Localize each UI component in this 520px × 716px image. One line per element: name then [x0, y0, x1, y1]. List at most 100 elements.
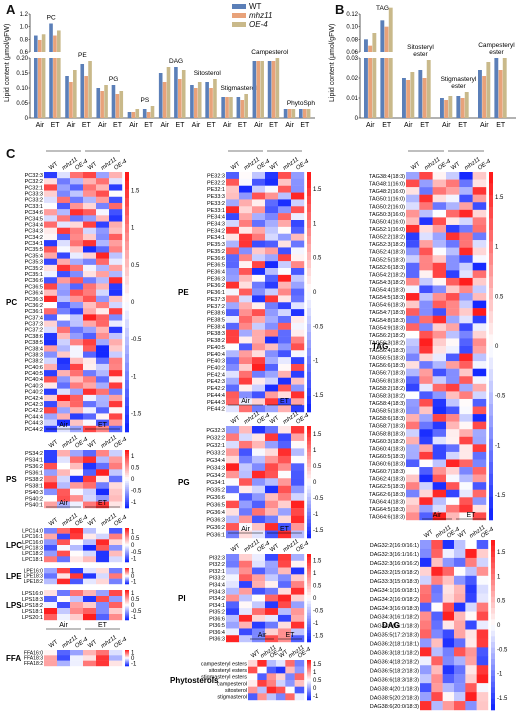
heatmap-cell	[96, 545, 110, 551]
scale-cell	[489, 276, 493, 289]
heatmap-cell	[83, 233, 97, 241]
scale-cell	[125, 459, 129, 462]
y-tick-label: 0.08	[346, 37, 358, 43]
bar	[287, 109, 292, 118]
scale-cell	[125, 570, 129, 571]
scale-cell	[489, 322, 493, 335]
heatmap-cell	[252, 254, 266, 262]
heatmap-cell	[226, 336, 240, 344]
row-label: PC42:2	[25, 408, 43, 414]
scale-cell	[125, 542, 129, 545]
row-label: DAG38:6(20:0/18:3)	[370, 704, 419, 710]
scale-cell	[125, 494, 129, 497]
heatmap-cell	[459, 346, 473, 354]
heatmap-cell	[291, 581, 305, 589]
heatmap-cell	[265, 384, 279, 392]
heatmap-cell	[226, 614, 240, 622]
heatmap-cell	[278, 554, 292, 561]
scale-cell	[125, 650, 129, 652]
group-label: Campesteryl	[478, 42, 515, 49]
scale-cell	[125, 602, 129, 604]
heatmap-cell	[44, 277, 58, 284]
scale-cell	[491, 608, 495, 614]
row-label: TAG60:6(18:3)	[369, 462, 405, 468]
row-label: PC38:4	[25, 346, 43, 352]
row-label: campesteryl esters	[201, 661, 247, 667]
row-label: TAG60:3(18:2)	[369, 439, 405, 445]
heatmap-cell	[419, 361, 433, 369]
scale-cell	[307, 404, 311, 413]
heatmap-cell	[44, 178, 58, 185]
row-label: LPC18:1	[22, 557, 43, 563]
x-tick-label: ET	[238, 122, 248, 129]
heatmap-cell	[44, 209, 58, 216]
heatmap-cell	[226, 343, 240, 351]
heatmap-cell	[109, 488, 123, 496]
scale-cell	[307, 639, 311, 643]
row-label: PS34:2	[25, 451, 43, 457]
row-label: LPS20:1	[22, 615, 43, 621]
heatmap-cell	[226, 448, 240, 457]
heatmap-cell	[291, 567, 305, 575]
scale-cell	[489, 172, 493, 184]
heatmap-cell	[432, 187, 447, 195]
scale-cell	[125, 548, 129, 550]
row-label: PG35:2	[206, 488, 225, 494]
heatmap-cell	[291, 384, 305, 392]
scale-tick: -1	[313, 359, 319, 365]
heatmap-cell	[476, 611, 489, 621]
heatmap-cell	[278, 581, 292, 589]
heatmap-cell	[406, 308, 420, 316]
group-label-air: Air	[59, 422, 68, 429]
scale-cell	[125, 484, 129, 488]
scale-cell	[307, 694, 311, 697]
heatmap-cell	[406, 217, 420, 226]
heatmap-cell	[406, 504, 420, 513]
heatmap-cell	[83, 314, 97, 321]
bar-lower	[368, 58, 373, 118]
heatmap-cell	[291, 530, 305, 539]
heatmap-cell	[431, 620, 443, 630]
scale-cell	[125, 572, 129, 574]
heatmap-cell	[96, 295, 110, 303]
heatmap-cell	[70, 178, 84, 185]
bar	[291, 109, 296, 118]
heatmap-cell	[278, 309, 292, 317]
scale-cell	[125, 583, 129, 585]
scale-tick: 0.5	[495, 294, 504, 300]
heatmap-cell	[431, 701, 443, 711]
scale-cell	[489, 195, 493, 208]
heatmap-cell	[446, 217, 460, 226]
bar	[41, 34, 46, 52]
heatmap-title: LPC	[6, 541, 22, 550]
heatmap-cell	[70, 388, 84, 396]
heatmap-cell	[252, 523, 266, 531]
heatmap-cell	[265, 295, 279, 303]
heatmap-cell	[252, 554, 266, 561]
heatmap-cell	[70, 320, 84, 327]
heatmap-cell	[57, 264, 71, 272]
heatmap-cell	[83, 264, 97, 272]
heatmap-cell	[291, 254, 305, 262]
scale-cell	[125, 537, 129, 539]
heatmap-cell	[459, 209, 473, 218]
scale-cell	[491, 670, 495, 677]
row-label: TAG54:2(18:2)	[369, 272, 405, 278]
heatmap-cell	[459, 504, 473, 513]
row-label: PI32:3	[209, 555, 225, 561]
heatmap-cell	[239, 485, 253, 494]
row-label: LPS18:2	[22, 603, 43, 609]
heatmap-cell	[454, 540, 466, 550]
column-label: WT	[87, 439, 98, 449]
heatmap-cell	[419, 406, 433, 415]
heatmap-cell	[459, 482, 473, 490]
heatmap-cell	[476, 638, 489, 648]
heatmap-cell	[465, 593, 477, 603]
heatmap-cell	[265, 470, 279, 479]
heatmap-cell	[459, 414, 473, 422]
heatmap-cell	[432, 285, 447, 294]
group-label: Sitosterol	[194, 70, 222, 77]
heatmap-cell	[226, 500, 240, 509]
scale-cell	[125, 558, 129, 561]
group-label-air: Air	[59, 622, 68, 629]
